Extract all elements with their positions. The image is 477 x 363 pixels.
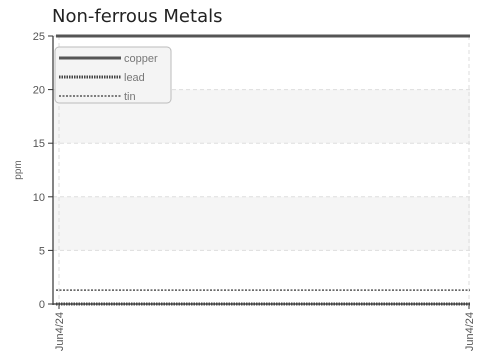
y-tick-label: 5 (39, 245, 45, 257)
plot-bands (53, 89, 470, 251)
legend-label-lead: lead (124, 72, 145, 84)
y-tick-label: 10 (33, 192, 45, 204)
chart-title: Non-ferrous Metals (52, 6, 222, 27)
legend-label-tin: tin (124, 91, 136, 103)
legend-label-copper: copper (124, 53, 158, 65)
series-lines (56, 34, 470, 306)
grid-band (53, 196, 470, 251)
y-tick-label: 25 (33, 31, 45, 43)
legend[interactable]: copper lead tin (54, 46, 172, 104)
y-tick-label: 15 (33, 138, 45, 150)
y-tick-label: 20 (33, 85, 45, 97)
y-tick-label: 0 (39, 299, 45, 311)
legend-box (54, 46, 172, 104)
x-tick-label: Jun4/24 (464, 312, 476, 351)
y-tick-labels: 0 5 10 15 20 25 (33, 31, 45, 311)
x-tick-label: Jun4/24 (54, 312, 66, 351)
y-axis-label: ppm (13, 160, 24, 179)
x-tick-labels: Jun4/24 Jun4/24 (54, 312, 476, 351)
